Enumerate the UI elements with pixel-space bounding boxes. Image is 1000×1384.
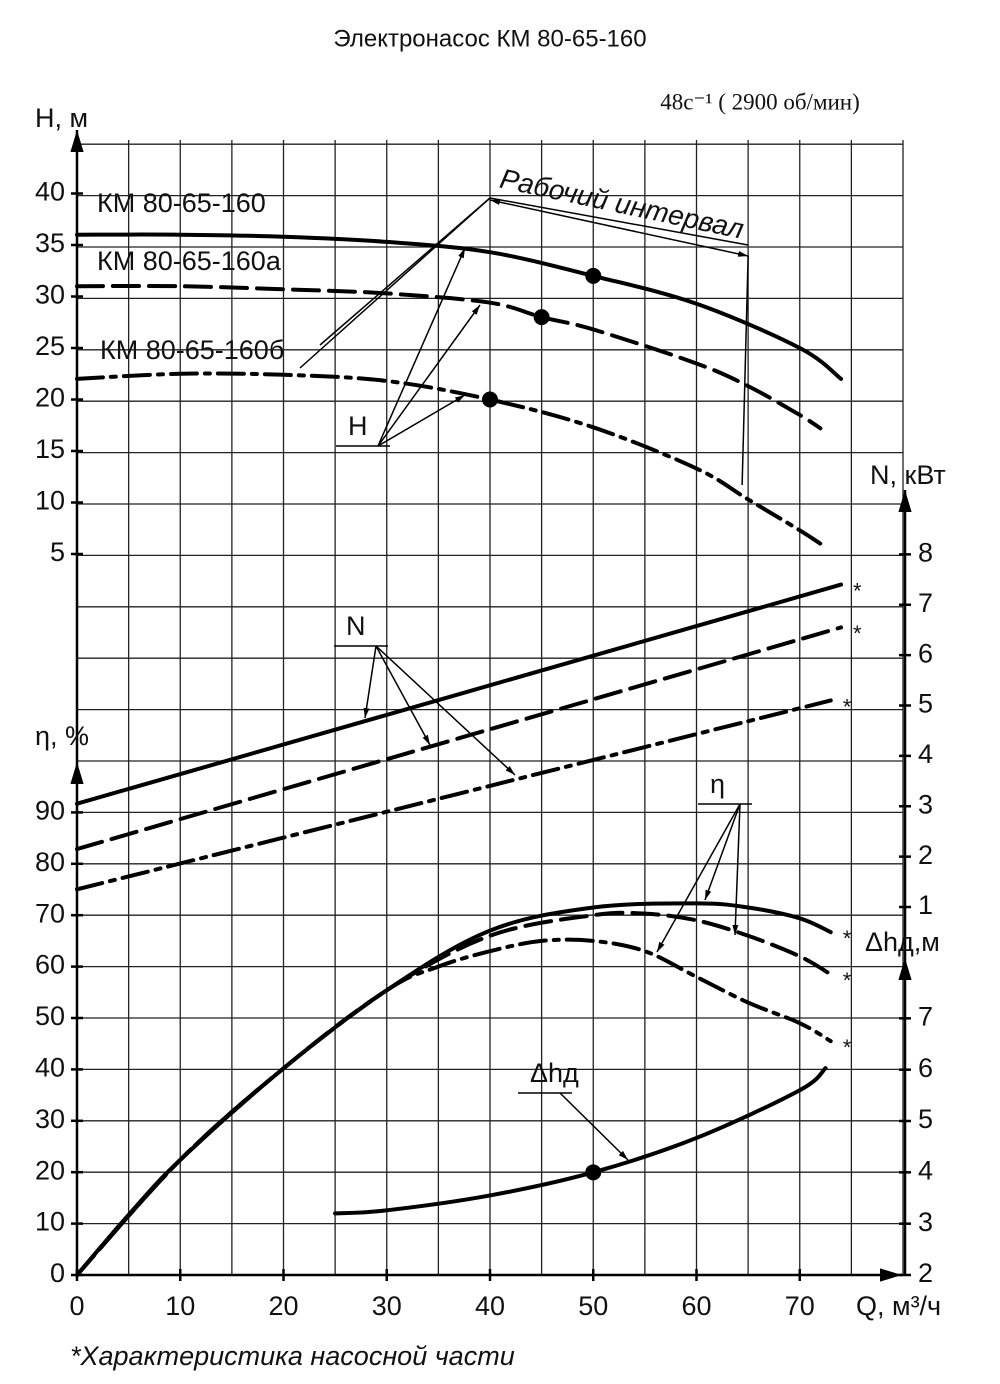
callout-label: N xyxy=(346,611,366,641)
point xyxy=(482,391,498,408)
x-tick-label: 70 xyxy=(785,1291,815,1321)
y-tick-label: 5 xyxy=(918,689,933,719)
y-tick-label: 5 xyxy=(918,1104,933,1134)
series-note: * xyxy=(843,968,852,993)
y-tick-label: 50 xyxy=(35,1001,65,1031)
y-tick-label: 90 xyxy=(35,796,65,826)
callout-label: H xyxy=(348,411,368,441)
y-tick-label: 2 xyxy=(918,840,933,870)
series-note: * xyxy=(853,578,862,603)
x-tick-label: 60 xyxy=(681,1291,711,1321)
y-tick-label: 4 xyxy=(918,1155,933,1185)
point xyxy=(585,1164,602,1181)
curve xyxy=(333,1066,828,1216)
x-tick-label: 50 xyxy=(578,1291,608,1321)
y-tick-label: 10 xyxy=(35,1207,65,1237)
y-tick-label: 7 xyxy=(918,588,933,618)
y-tick-label: 60 xyxy=(35,950,65,980)
x-tick-label: 30 xyxy=(372,1291,402,1321)
series-label: КМ 80-65-160а xyxy=(97,246,282,276)
callout-arrow xyxy=(704,803,741,901)
callout-label: η xyxy=(710,769,725,799)
y-tick-label: 0 xyxy=(50,1258,65,1288)
callout-arrow xyxy=(377,394,466,447)
callout-arrow xyxy=(377,304,481,447)
y-tick-label: 3 xyxy=(918,789,933,819)
callout-arrow xyxy=(363,645,377,719)
axis-label: Δhд,м xyxy=(865,927,940,957)
series-label: КМ 80-65-160 xyxy=(97,188,266,218)
y-tick-label: 6 xyxy=(918,1053,933,1083)
axis-label: η, % xyxy=(35,721,89,751)
curve xyxy=(75,582,844,806)
series-note: * xyxy=(843,1035,852,1060)
y-tick-label: 2 xyxy=(918,1258,933,1288)
y-tick-label: 5 xyxy=(50,537,65,567)
y-tick-label: 6 xyxy=(918,638,933,668)
callout-arrow xyxy=(377,247,466,447)
y-tick-label: 8 xyxy=(918,538,933,568)
curve xyxy=(75,625,844,852)
curve xyxy=(75,283,823,431)
x-axis-label: Q, м³/ч xyxy=(856,1291,941,1321)
y-tick-label: 3 xyxy=(918,1207,933,1237)
y-tick-label: 25 xyxy=(35,331,65,361)
interval-line xyxy=(319,197,491,346)
series-note: * xyxy=(843,926,852,951)
y-tick-label: 7 xyxy=(918,1001,933,1031)
x-tick-label: 10 xyxy=(165,1291,195,1321)
curve xyxy=(75,901,833,1277)
interval-arrow xyxy=(489,199,749,257)
callout-arrow xyxy=(732,803,741,936)
y-tick-label: 4 xyxy=(918,739,933,769)
callout-arrow xyxy=(656,803,741,953)
curve xyxy=(75,232,844,381)
callout-arrow xyxy=(375,645,516,776)
y-tick-label: 80 xyxy=(35,847,65,877)
callout-arrow xyxy=(375,645,431,746)
y-tick-label: 30 xyxy=(35,1104,65,1134)
curve xyxy=(75,937,833,1277)
y-tick-label: 20 xyxy=(35,1155,65,1185)
speed-label: 48с⁻¹ ( 2900 об/мин) xyxy=(660,89,860,114)
axis-label: H, м xyxy=(35,103,88,133)
point xyxy=(585,267,602,284)
x-tick-label: 20 xyxy=(268,1291,298,1321)
chart-title: Электронасос КМ 80-65-160 xyxy=(333,25,646,52)
callout-arrow xyxy=(559,1092,629,1161)
y-tick-label: 10 xyxy=(35,486,65,516)
callout-label: Δhд xyxy=(530,1058,579,1088)
x-tick-label: 0 xyxy=(69,1291,84,1321)
y-tick-label: 30 xyxy=(35,280,65,310)
y-tick-label: 1 xyxy=(918,890,933,920)
interval-line xyxy=(489,197,749,246)
interval-label: Рабочий интервал xyxy=(497,163,746,245)
axis-label: N, кВт xyxy=(870,460,946,490)
x-tick-label: 40 xyxy=(475,1291,505,1321)
series-note: * xyxy=(843,694,852,719)
series-note: * xyxy=(853,621,862,646)
y-tick-label: 40 xyxy=(35,1053,65,1083)
interval-line xyxy=(741,255,749,486)
y-tick-label: 35 xyxy=(35,228,65,258)
y-tick-label: 70 xyxy=(35,898,65,928)
y-tick-label: 40 xyxy=(35,177,65,207)
y-tick-label: 15 xyxy=(35,434,65,464)
curve xyxy=(75,698,833,892)
series-label: КМ 80-65-160б xyxy=(100,335,284,365)
y-tick-label: 20 xyxy=(35,383,65,413)
footnote: *Характеристика насосной части xyxy=(70,1341,515,1371)
point xyxy=(533,309,550,326)
curve xyxy=(75,371,823,546)
